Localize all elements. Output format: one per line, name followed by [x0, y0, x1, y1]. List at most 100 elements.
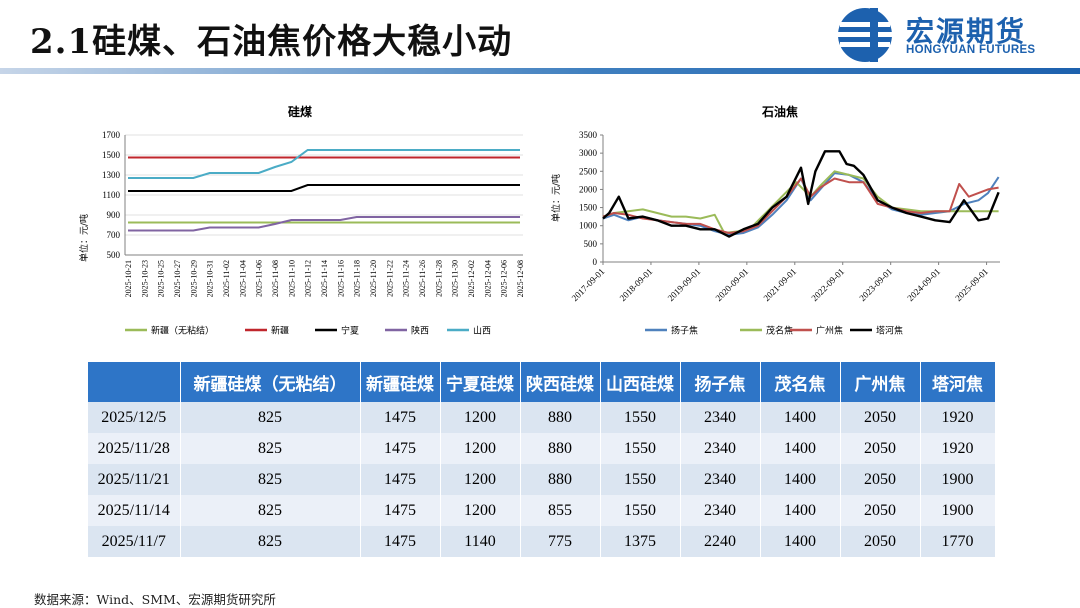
- x-tick-label: 2025-11-22: [385, 260, 394, 297]
- company-logo: [838, 8, 892, 62]
- x-tick-label: 2025-11-18: [353, 260, 362, 297]
- table-cell: 2340: [680, 495, 761, 526]
- table-cell: 1400: [760, 402, 841, 433]
- table-cell: 2050: [840, 495, 921, 526]
- table-cell: 825: [180, 402, 361, 433]
- table-cell: 2025/11/7: [88, 526, 181, 557]
- legend-label: 宁夏: [341, 325, 359, 337]
- table-cell: 2340: [680, 433, 761, 464]
- logo-text-en: HONGYUAN FUTURES: [906, 44, 1036, 56]
- y-tick-label: 1700: [102, 130, 121, 140]
- y-tick-label: 700: [107, 230, 121, 240]
- table-cell: 825: [180, 464, 361, 495]
- table-cell: 1200: [440, 464, 521, 495]
- table-cell: 1400: [760, 495, 841, 526]
- x-tick-label: 2018-09-01: [618, 266, 655, 303]
- y-axis-label: 单位：元/吨: [550, 174, 562, 222]
- legend-label: 塔河焦: [876, 325, 903, 337]
- table-cell: 2025/11/14: [88, 495, 181, 526]
- table-cell: 2025/11/28: [88, 433, 181, 464]
- table-cell: 2025/12/5: [88, 402, 181, 433]
- series-line: [602, 150, 1000, 238]
- table-cell: 1920: [920, 402, 996, 433]
- chart-title: 石油焦: [761, 104, 798, 119]
- x-tick-label: 2024-09-01: [905, 266, 942, 303]
- table-cell: 880: [520, 464, 601, 495]
- x-tick-label: 2025-11-20: [369, 260, 378, 297]
- x-tick-label: 2019-09-01: [666, 266, 703, 303]
- y-tick-label: 1100: [102, 190, 120, 200]
- x-tick-label: 2025-11-12: [304, 260, 313, 297]
- chart-title: 硅煤: [288, 104, 312, 119]
- logo-text-cn: 宏源期货: [906, 15, 1027, 48]
- x-tick-label: 2025-10-31: [206, 260, 215, 297]
- x-tick-label: 2022-09-01: [809, 266, 846, 303]
- table-cell: 2050: [840, 464, 921, 495]
- x-tick-label: 2025-10-27: [173, 260, 182, 297]
- table-cell: 1550: [600, 433, 681, 464]
- data-source-note: 数据来源：Wind、SMM、宏源期货研究所: [34, 592, 276, 607]
- x-tick-label: 2025-12-02: [467, 260, 476, 297]
- table-cell: 2025/11/21: [88, 464, 181, 495]
- table-header-cell: 新疆硅煤（无粘结）: [180, 362, 361, 402]
- x-tick-label: 2025-12-04: [483, 260, 492, 297]
- table-cell: 1550: [600, 495, 681, 526]
- table-cell: 2340: [680, 402, 761, 433]
- table-cell: 880: [520, 402, 601, 433]
- table-cell: 1550: [600, 464, 681, 495]
- x-tick-label: 2023-09-01: [857, 266, 894, 303]
- table-cell: 2050: [840, 433, 921, 464]
- table-cell: 2050: [840, 402, 921, 433]
- table-cell: 1475: [360, 526, 441, 557]
- y-tick-label: 1500: [579, 203, 598, 213]
- x-tick-label: 2025-11-02: [222, 260, 231, 297]
- table-cell: 1400: [760, 433, 841, 464]
- x-tick-label: 2025-11-10: [287, 260, 296, 297]
- y-tick-label: 2000: [579, 184, 598, 194]
- x-tick-label: 2025-11-16: [336, 260, 345, 297]
- x-tick-label: 2025-12-08: [516, 260, 525, 297]
- table-cell: 1900: [920, 464, 996, 495]
- x-tick-label: 2025-11-30: [451, 260, 460, 297]
- table-header-row: 新疆硅煤（无粘结） 新疆硅煤 宁夏硅煤 陕西硅煤 山西硅煤 扬子焦 茂名焦 广州…: [88, 362, 996, 402]
- table-header-cell: 扬子焦: [680, 362, 761, 402]
- y-tick-label: 500: [107, 250, 121, 260]
- x-tick-label: 2025-11-04: [238, 260, 247, 297]
- table-row: 2025/11/14 825 1475 1200 855 1550 2340 1…: [88, 495, 996, 526]
- silicon-coal-chart: 硅煤 单位：元/吨 500 700 900 1100 1300 1500 1700 2025-…: [78, 104, 525, 337]
- x-tick-label: 2025-10-23: [140, 260, 149, 297]
- table-cell: 855: [520, 495, 601, 526]
- y-tick-label: 1300: [102, 170, 121, 180]
- x-tick-label: 2025-10-21: [124, 260, 133, 297]
- table-header-cell: 新疆硅煤: [360, 362, 441, 402]
- table-row: 2025/11/21 825 1475 1200 880 1550 2340 1…: [88, 464, 996, 495]
- table-cell: 1200: [440, 433, 521, 464]
- table-cell: 880: [520, 433, 601, 464]
- y-tick-label: 3500: [579, 130, 598, 140]
- table-cell: 2050: [840, 526, 921, 557]
- table-header-cell: [88, 362, 181, 402]
- table-header-cell: 塔河焦: [920, 362, 996, 402]
- table-cell: 1475: [360, 402, 441, 433]
- table-cell: 1550: [600, 402, 681, 433]
- table-cell: 1770: [920, 526, 996, 557]
- table-cell: 1475: [360, 464, 441, 495]
- table-cell: 1475: [360, 433, 441, 464]
- legend-label: 山西: [473, 326, 491, 337]
- table-cell: 825: [180, 495, 361, 526]
- legend-label: 茂名焦: [766, 325, 793, 337]
- table-cell: 1140: [440, 526, 521, 557]
- y-tick-label: 2500: [579, 166, 598, 176]
- table-cell: 1375: [600, 526, 681, 557]
- x-tick-label: 2025-11-06: [255, 260, 264, 297]
- table-header-cell: 山西硅煤: [600, 362, 681, 402]
- x-tick-label: 2025-10-25: [157, 260, 166, 297]
- table-cell: 1475: [360, 495, 441, 526]
- y-axis-label: 单位：元/吨: [78, 214, 90, 262]
- table-cell: 1920: [920, 433, 996, 464]
- table-cell: 2340: [680, 464, 761, 495]
- table-row: 2025/12/5 825 1475 1200 880 1550 2340 14…: [88, 402, 996, 433]
- table-cell: 1400: [760, 464, 841, 495]
- table-row: 2025/11/7 825 1475 1140 775 1375 2240 14…: [88, 526, 996, 557]
- x-tick-label: 2017-09-01: [570, 266, 607, 303]
